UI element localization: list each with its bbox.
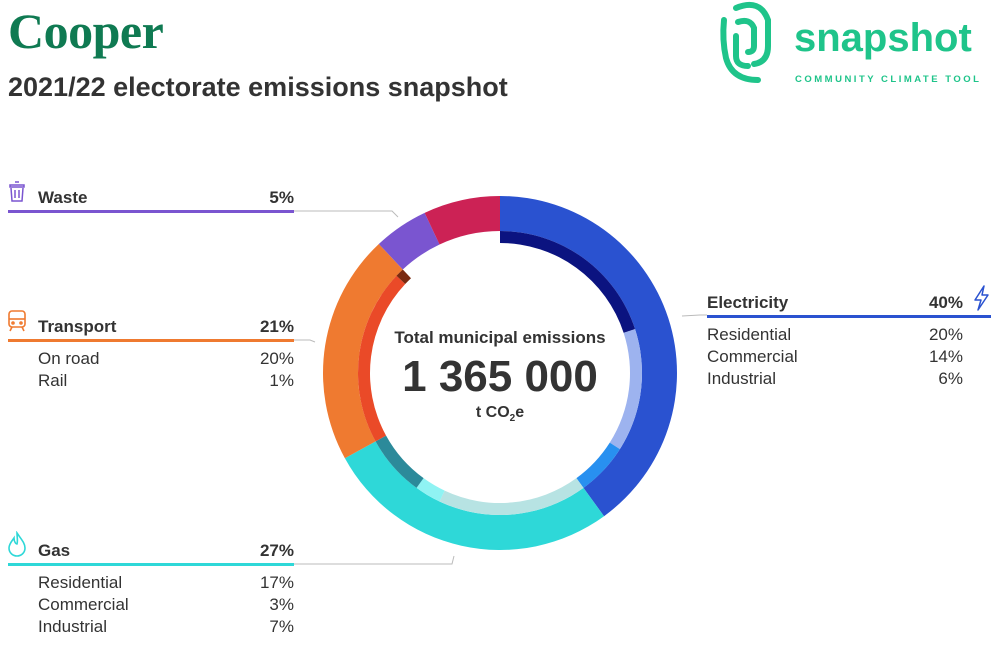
gas-residential-percent: 17% — [259, 573, 294, 592]
gas-commercial-name: Commercial — [38, 595, 129, 614]
gas-commercial-row: Commercial 3% — [38, 595, 294, 617]
transport-heading: Transport 21% — [38, 317, 294, 339]
waste-percent: 5% — [269, 188, 294, 207]
electricity-rule — [707, 315, 991, 318]
subslice-gas-industrial — [375, 435, 424, 488]
gas-residential-row: Residential 17% — [38, 573, 294, 595]
transport-leader-line — [294, 339, 316, 343]
electricity-name: Electricity — [707, 293, 789, 312]
transport-onroad-row: On road 20% — [38, 349, 294, 371]
gas-percent: 27% — [259, 541, 294, 560]
slice-other — [424, 196, 500, 245]
transport-name: Transport — [38, 317, 117, 336]
page-subtitle: 2021/22 electorate emissions snapshot — [8, 72, 508, 102]
waste-rule — [8, 210, 294, 213]
electricity-commercial-name: Commercial — [707, 347, 798, 366]
logo-tagline: COMMUNITY CLIMATE TOOL — [795, 74, 982, 85]
unit-suffix: e — [515, 404, 525, 421]
waste-name: Waste — [38, 188, 88, 207]
lightning-icon — [974, 285, 989, 311]
electricity-percent: 40% — [928, 293, 963, 312]
subslice-transport-rail — [396, 269, 412, 285]
subslice-electricity-industrial — [576, 442, 620, 488]
page-title: Cooper — [8, 3, 164, 59]
gas-industrial-percent: 7% — [269, 617, 294, 636]
electricity-commercial-row: Commercial 14% — [707, 347, 963, 369]
waste-heading: Waste 5% — [38, 188, 294, 210]
slice-gas — [344, 441, 605, 550]
subslice-gas-commercial — [416, 478, 445, 502]
gas-industrial-row: Industrial 7% — [38, 617, 294, 639]
transport-rule — [8, 339, 294, 342]
total-unit: t CO2e — [380, 404, 620, 424]
leader-lines — [294, 210, 707, 565]
snapshot-logo[interactable]: snapshot COMMUNITY CLIMATE TOOL — [714, 0, 1000, 90]
transport-rail-row: Rail 1% — [38, 371, 294, 393]
electricity-heading: Electricity 40% — [707, 293, 963, 315]
subslice-transport-on-road — [357, 275, 406, 442]
gas-commercial-percent: 3% — [269, 595, 294, 614]
subslice-electricity-residential — [500, 231, 636, 333]
flame-icon — [8, 531, 26, 557]
electricity-residential-name: Residential — [707, 325, 792, 344]
electricity-commercial-percent: 14% — [928, 347, 963, 366]
gas-rule — [8, 563, 294, 566]
logo-wordmark: snapshot — [794, 16, 972, 60]
electricity-residential-percent: 20% — [928, 325, 963, 344]
train-icon — [8, 310, 26, 332]
gas-industrial-name: Industrial — [38, 617, 107, 636]
transport-onroad-name: On road — [38, 349, 100, 368]
slice-transport — [323, 243, 403, 459]
electricity-industrial-percent: 6% — [938, 369, 963, 388]
total-value: 1 365 000 — [402, 352, 598, 401]
total-label: Total municipal emissions — [394, 328, 606, 347]
transport-percent: 21% — [259, 317, 294, 336]
outer-ring — [323, 196, 677, 550]
fingerprint-logo-icon — [720, 2, 771, 83]
gas-name: Gas — [38, 541, 71, 560]
unit-prefix: t CO — [475, 404, 510, 421]
transport-onroad-percent: 20% — [259, 349, 294, 368]
waste-leader-line — [294, 210, 399, 218]
electricity-industrial-row: Industrial 6% — [707, 369, 963, 391]
inner-ring — [357, 231, 642, 515]
subslice-gas-residential — [439, 478, 584, 515]
electricity-industrial-name: Industrial — [707, 369, 776, 388]
slice-waste — [378, 212, 440, 270]
subslice-electricity-commercial — [609, 329, 642, 450]
unit-subscript: 2 — [509, 413, 516, 425]
transport-rail-name: Rail — [38, 371, 68, 390]
gas-leader-line — [294, 555, 455, 565]
bin-icon — [9, 181, 25, 202]
slice-electricity — [500, 196, 677, 517]
electricity-leader-line — [681, 314, 707, 317]
transport-rail-percent: 1% — [269, 371, 294, 390]
electricity-residential-row: Residential 20% — [707, 325, 963, 347]
gas-heading: Gas 27% — [38, 541, 294, 563]
gas-residential-name: Residential — [38, 573, 123, 592]
